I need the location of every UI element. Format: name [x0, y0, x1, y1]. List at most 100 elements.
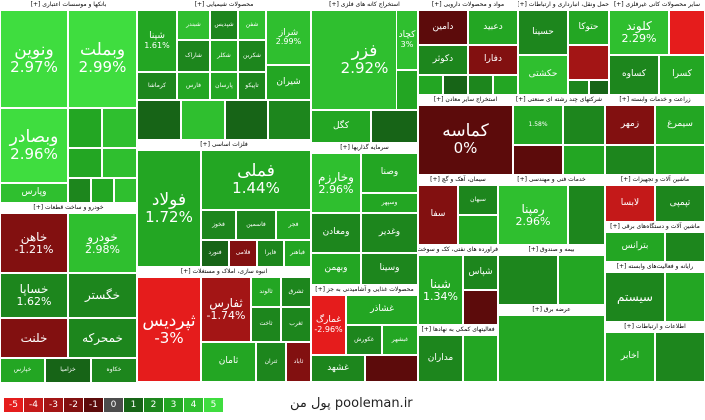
treemap-tile[interactable]: ثپردیس -3% [137, 277, 201, 382]
sector-header[interactable]: سیمان، آهک و گچ [+] [418, 175, 498, 185]
treemap-tile[interactable]: شبندر [177, 10, 210, 40]
treemap-tile[interactable]: شاراک [177, 40, 210, 72]
treemap-tile[interactable] [568, 185, 605, 245]
sector-header[interactable]: بیمه و صندوق [+] [498, 245, 605, 255]
treemap-tile[interactable]: خکاوه [91, 358, 137, 383]
treemap-tile[interactable] [268, 100, 311, 140]
treemap-tile[interactable]: ثتران [256, 342, 286, 382]
treemap-tile[interactable]: دعبید [468, 10, 518, 45]
treemap-tile[interactable]: خمحرکه [68, 318, 137, 358]
treemap-tile[interactable] [443, 75, 468, 95]
sector-header[interactable]: محصولات شیمیایی [+] [137, 0, 311, 10]
treemap-tile[interactable]: سفا [418, 185, 458, 245]
treemap-tile[interactable]: پارسان [210, 72, 238, 100]
treemap-tile[interactable]: خپارس [0, 358, 45, 383]
sector-header[interactable]: بانکها و موسسات اعتباری [+] [0, 0, 137, 10]
sector-header[interactable]: محصولات غذایی و آشامیدنی به جز [+] [311, 285, 418, 295]
treemap-tile[interactable]: وخارزم 2.96% [311, 153, 361, 213]
treemap-tile[interactable]: ثامان [201, 342, 256, 382]
sector-header[interactable]: استخراج کانه های فلزی [+] [311, 0, 418, 10]
treemap-tile[interactable] [589, 80, 609, 95]
treemap-tile[interactable]: فباهنر [284, 240, 311, 267]
treemap-tile[interactable]: وپارس [0, 183, 68, 203]
treemap-tile[interactable] [463, 335, 498, 382]
treemap-tile[interactable]: شپنا 1.61% [137, 10, 177, 72]
treemap-tile[interactable] [102, 108, 137, 148]
treemap-tile[interactable] [669, 10, 705, 55]
treemap-tile[interactable] [563, 145, 605, 175]
treemap-tile[interactable]: ثشرق [281, 277, 311, 307]
sector-header[interactable]: خدمات فنی و مهندسی [+] [498, 175, 605, 185]
treemap-tile[interactable]: ثاخت [251, 307, 281, 342]
treemap-tile[interactable]: کساوه [609, 55, 659, 95]
treemap-tile[interactable]: خگستر [68, 273, 137, 318]
treemap-tile[interactable]: سیستم [605, 272, 665, 322]
treemap-tile[interactable]: رمپنا 2.96% [498, 185, 568, 245]
treemap-tile[interactable]: شپاس [463, 255, 498, 290]
treemap-tile[interactable]: کگل [311, 110, 371, 143]
treemap-tile[interactable]: کسرا [659, 55, 705, 95]
treemap-tile[interactable]: حسینا [518, 10, 568, 55]
sector-header[interactable]: شرکتهای چند رشته ای صنعتی [+] [513, 95, 605, 105]
treemap-tile[interactable] [498, 315, 605, 382]
treemap-tile[interactable]: دامین [418, 10, 468, 45]
treemap-tile[interactable]: بترانس [605, 232, 665, 262]
treemap-tile[interactable] [102, 148, 137, 178]
sector-header[interactable]: ماشین آلات و دستگاه‌های برقی [+] [605, 222, 705, 232]
treemap-tile[interactable]: کرماشا [137, 72, 177, 100]
sector-header[interactable]: فعالیتهای کمکی به نهادها [+] [418, 325, 498, 335]
treemap-tile[interactable] [68, 148, 102, 178]
treemap-tile[interactable]: اخابر [605, 332, 655, 382]
treemap-tile[interactable]: ثالوند [251, 277, 281, 307]
treemap-tile[interactable]: دفارا [468, 45, 518, 75]
treemap-tile[interactable] [68, 178, 91, 203]
treemap-tile[interactable]: شپدیس [210, 10, 238, 40]
treemap-tile[interactable]: فملی 1.44% [201, 150, 311, 210]
treemap-tile[interactable] [563, 105, 605, 145]
treemap-tile[interactable]: ثغرب [281, 307, 311, 342]
treemap-tile[interactable]: شکربن [238, 40, 266, 72]
treemap-tile[interactable]: حکشتی [518, 55, 568, 95]
treemap-tile[interactable]: کچاد 3% [396, 10, 418, 70]
treemap-tile[interactable] [568, 45, 609, 80]
treemap-tile[interactable]: شیران [266, 65, 311, 100]
treemap-tile[interactable]: خاهن -1.21% [0, 213, 68, 273]
sector-header[interactable]: ماشین آلات و تجهیزات [+] [605, 175, 705, 185]
sector-header[interactable]: استخراج سایر معادن [+] [418, 95, 513, 105]
treemap-tile[interactable]: شفن [238, 10, 266, 40]
treemap-tile[interactable] [493, 75, 518, 95]
treemap-tile[interactable]: زمهر [605, 105, 655, 145]
sector-header[interactable]: انبوه سازی، املاک و مستغلات [+] [137, 267, 311, 277]
sector-header[interactable]: فراورده های نفتی، کک و سوخت [+] [418, 245, 498, 255]
treemap-tile[interactable]: شبنا 1.34% [418, 255, 463, 325]
treemap-tile[interactable]: فخوز [201, 210, 236, 240]
treemap-tile[interactable]: وسپهر [361, 193, 418, 213]
treemap-tile[interactable] [418, 75, 443, 95]
treemap-tile[interactable] [114, 178, 137, 203]
treemap-tile[interactable]: غکورش [346, 325, 382, 355]
treemap-tile[interactable]: فلامی [229, 240, 257, 267]
treemap-tile[interactable]: فاسمین [236, 210, 276, 240]
sector-header[interactable]: رایانه و فعالیت‌های وابسته [+] [605, 262, 705, 272]
treemap-tile[interactable] [181, 100, 225, 140]
treemap-tile[interactable]: شراز 2.99% [266, 10, 311, 65]
treemap-tile[interactable]: فارس [177, 72, 210, 100]
treemap-tile[interactable] [365, 355, 418, 382]
treemap-tile[interactable]: ثفارس -1.74% [201, 277, 251, 342]
treemap-tile[interactable]: غبشهر [382, 325, 418, 355]
treemap-tile[interactable]: ومعادن [311, 213, 361, 253]
treemap-tile[interactable]: خساپا 1.62% [0, 273, 68, 318]
treemap-tile[interactable]: ثاباد [286, 342, 311, 382]
treemap-tile[interactable]: وغدیر [361, 213, 418, 253]
treemap-tile[interactable]: فنورد [201, 240, 229, 267]
treemap-tile[interactable] [396, 70, 418, 110]
treemap-tile[interactable]: تاپیکو [238, 72, 266, 100]
sector-header[interactable]: زراعت و خدمات وابسته [+] [605, 95, 705, 105]
treemap-tile[interactable] [137, 100, 181, 140]
treemap-tile[interactable]: لابسا [605, 185, 655, 222]
treemap-tile[interactable] [655, 145, 705, 175]
treemap-tile[interactable] [225, 100, 268, 140]
treemap-tile[interactable]: وصنا [361, 153, 418, 193]
treemap-tile[interactable] [558, 255, 605, 305]
sector-header[interactable]: فلزات اساسی [+] [137, 140, 311, 150]
